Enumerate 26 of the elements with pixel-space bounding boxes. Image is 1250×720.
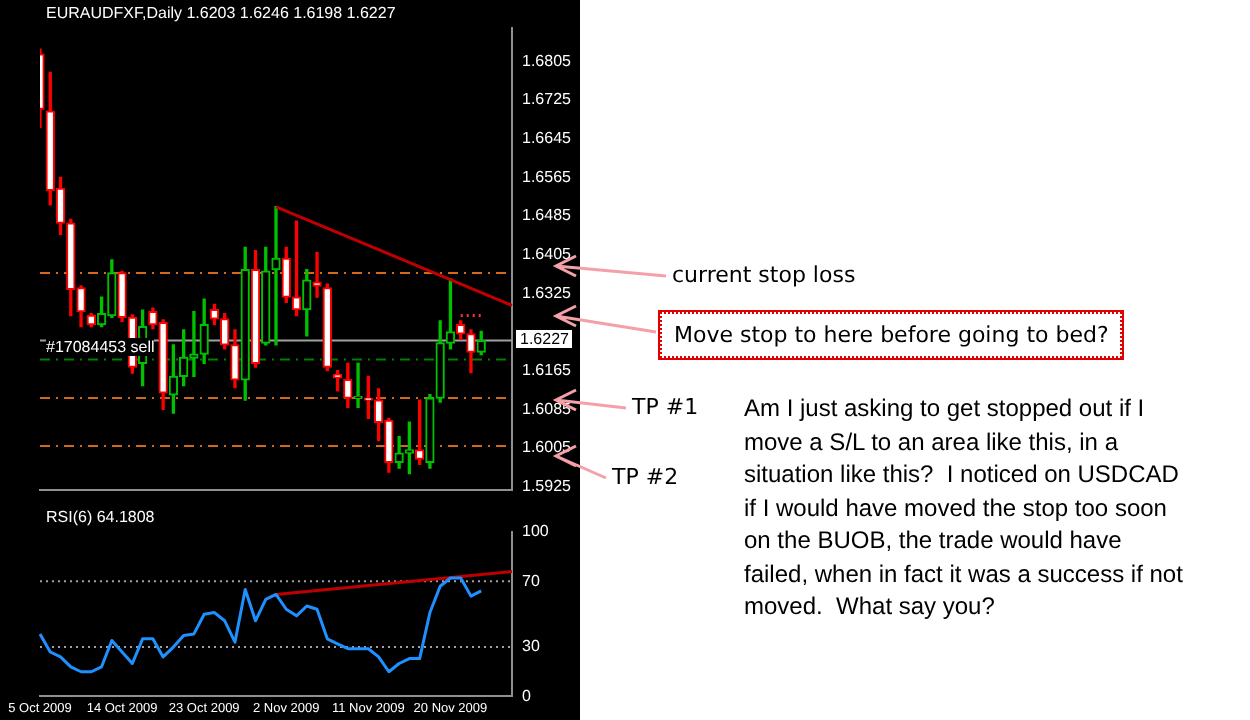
y-tick-label: 1.6085 [522, 399, 573, 418]
ref-line-label: 1.6227 [516, 330, 573, 349]
text: Am I just asking to get stopped out if I move a S/L to an area like this, in a situation like this? I noticed on USDCAD if I would have moved the stop too soon on the BUOB, the trade would have failed, when in fact it was a success if not moved. What say you? [744, 392, 1185, 623]
candlestick [271, 206, 281, 346]
y-tick-label: 1.6565 [522, 167, 573, 186]
y-tick-label: 1.6005 [522, 438, 573, 457]
y-tick-label: 1.6805 [522, 51, 573, 70]
y-tick-label: 1.5925 [522, 476, 573, 495]
y-tick-label: 100 [522, 522, 550, 541]
y-tick-label: 1.6485 [522, 206, 573, 225]
candlestick [312, 252, 322, 298]
y-tick-label: 70 [522, 571, 541, 590]
y-tick-label: 1.6725 [522, 90, 573, 109]
chart-title: RSI(6) 64.1808 [46, 508, 155, 526]
chart-title: EURAUDFXF,Daily 1.6203 1.6246 1.6198 1.6227 [46, 4, 396, 22]
y-tick-label: 1.6645 [522, 129, 573, 148]
text: TP #2 [612, 464, 679, 490]
y-tick-label: 1.6405 [522, 245, 573, 264]
y-tick-label: 1.6165 [522, 360, 573, 379]
y-tick-label: 0 [522, 686, 532, 705]
y-tick-label: 30 [522, 637, 541, 656]
text: TP #1 [632, 394, 699, 420]
y-tick-label: 1.6325 [522, 283, 573, 302]
text: Move stop to here before going to bed? [660, 312, 1123, 358]
ref-line-label: #17084453 sell [46, 337, 155, 356]
text: current stop loss [672, 262, 856, 288]
